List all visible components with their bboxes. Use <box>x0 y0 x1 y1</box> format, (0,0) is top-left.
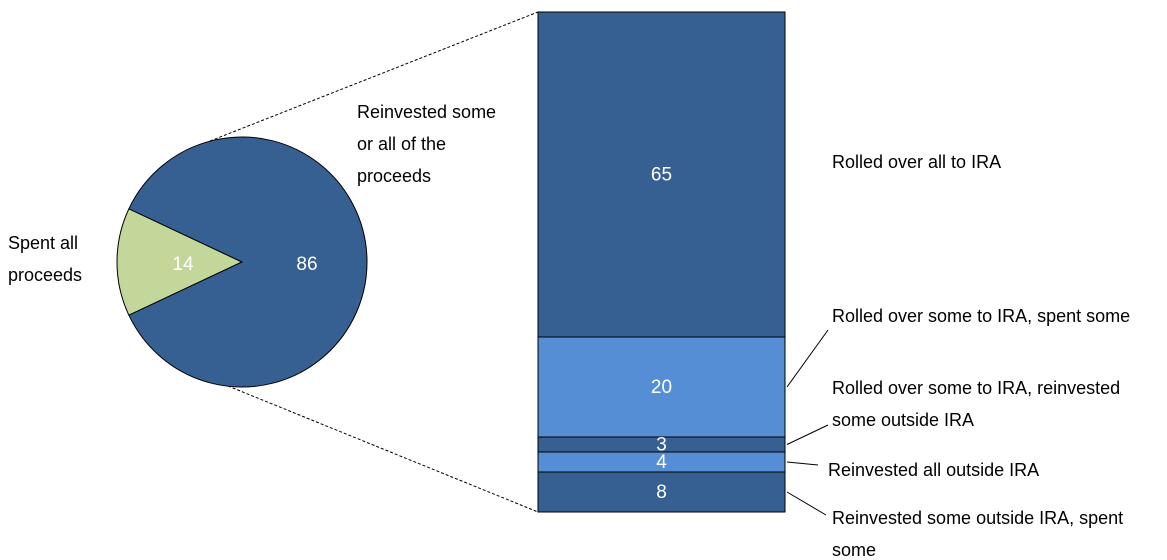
bar-segment <box>537 11 786 338</box>
pie-slice <box>128 136 368 388</box>
data-label: 86 <box>296 254 317 275</box>
category-label: Rolled over some to IRA, reinvested some… <box>832 378 1121 430</box>
connector <box>209 11 539 142</box>
data-label: 65 <box>651 165 672 186</box>
data-label: 20 <box>651 377 672 398</box>
data-label: 14 <box>172 254 194 275</box>
category-label: Spent all proceeds <box>8 233 83 285</box>
leader-line <box>786 329 829 388</box>
leader-line <box>786 491 827 516</box>
category-label: Rolled over all to IRA <box>832 152 1002 172</box>
pie-slice <box>116 208 244 316</box>
category-label: Reinvested all outside IRA <box>828 460 1040 480</box>
data-label: 3 <box>656 435 667 456</box>
leader-line <box>786 424 829 445</box>
category-label: Reinvested some outside IRA, spent some <box>832 508 1124 560</box>
leader-line <box>786 461 819 466</box>
data-label: 4 <box>656 452 667 473</box>
bar-segment <box>537 471 786 513</box>
connector <box>227 385 539 513</box>
data-label: 8 <box>656 482 667 503</box>
category-label: Reinvested some or all of the proceeds <box>357 102 497 186</box>
category-label: Rolled over some to IRA, spent some <box>832 306 1131 326</box>
bar-segment <box>537 336 786 438</box>
